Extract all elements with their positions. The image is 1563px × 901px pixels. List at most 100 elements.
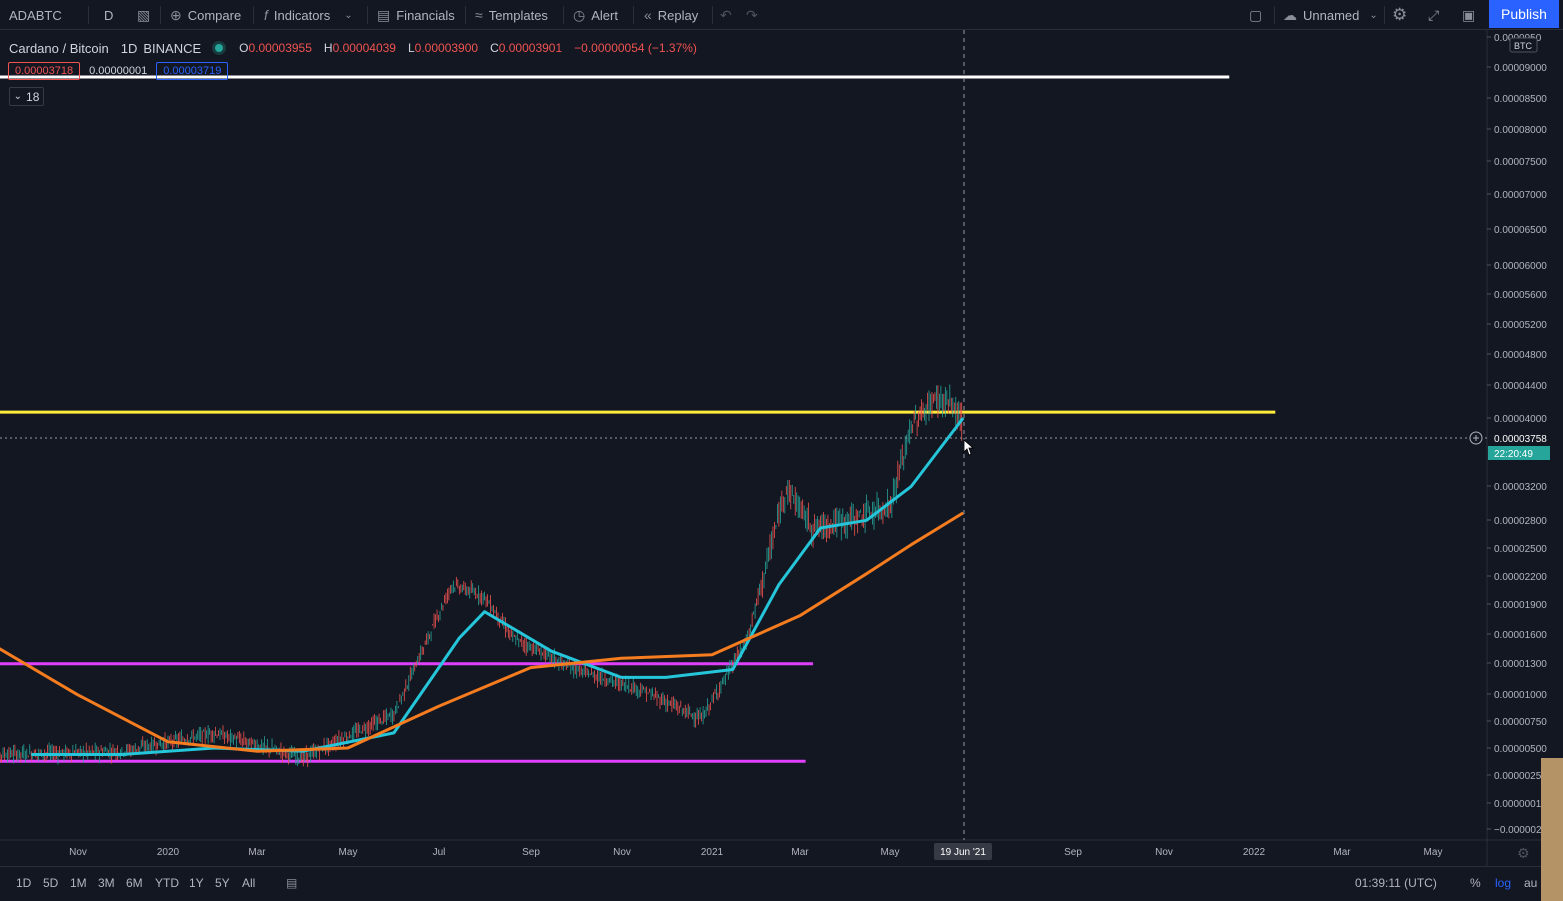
range-1y[interactable]: 1Y — [189, 876, 204, 890]
interval-label: D — [104, 7, 114, 23]
time-tick-label: Nov — [69, 847, 87, 858]
currency-badge — [1509, 37, 1538, 53]
utc-clock[interactable]: 01:39:11 (UTC) — [1355, 876, 1437, 890]
time-tick-label: 2021 — [701, 847, 724, 858]
screenshot-button[interactable]: ▣ — [1462, 0, 1475, 30]
redo-icon: ↷ — [746, 6, 758, 23]
price-tick-label: 0.0000025 — [1494, 771, 1542, 782]
range-1m[interactable]: 1M — [70, 876, 87, 890]
log-scale-toggle[interactable]: log — [1495, 876, 1512, 890]
sell-button[interactable]: 0.00003718 — [8, 62, 81, 80]
fullscreen-icon: ⤢ — [1428, 6, 1440, 23]
price-tick-label: 0.00006000 — [1494, 261, 1547, 272]
time-tick-label: May — [1424, 847, 1443, 858]
price-tick-label: 0.00001300 — [1494, 659, 1547, 670]
price-tick-label: 0.00005600 — [1494, 290, 1547, 301]
undo-button[interactable]: ↶ — [720, 0, 732, 30]
price-tick-label: 0.00008000 — [1494, 125, 1547, 136]
layout-name-label: Unnamed — [1303, 7, 1360, 23]
interval-button[interactable]: D — [104, 0, 113, 30]
ohlc-close: C0.00003901 — [490, 41, 563, 55]
symbol-search[interactable]: ADABTC — [9, 0, 62, 30]
time-tick-label: Mar — [248, 847, 266, 858]
undo-icon: ↶ — [720, 6, 732, 23]
divider — [563, 6, 564, 24]
price-tick-label: 0.00001900 — [1494, 600, 1547, 611]
buy-button[interactable]: 0.00003719 — [156, 62, 229, 80]
indicators-collapse-button[interactable]: ⌄ 18 — [9, 87, 44, 106]
square-icon: ▢ — [1249, 6, 1263, 23]
divider — [253, 6, 254, 24]
range-6m[interactable]: 6M — [126, 876, 143, 890]
moving-average-ma_fast — [31, 417, 965, 756]
ohlc-change: −0.00000054 (−1.37%) — [574, 41, 697, 55]
chevron-down-icon: ⌄ — [13, 91, 23, 102]
range-3m[interactable]: 3M — [98, 876, 115, 890]
price-tick-label: 0.00007500 — [1494, 157, 1547, 168]
financials-label: Financials — [396, 7, 455, 23]
market-status-icon — [215, 44, 224, 52]
price-tick-label: 0.00006500 — [1494, 225, 1547, 236]
fx-icon: f — [264, 7, 268, 23]
divider — [633, 6, 634, 24]
ohlc-high: H0.00004039 — [323, 41, 396, 55]
divider — [160, 6, 161, 24]
cloud-icon: ☁ — [1283, 6, 1297, 23]
currency-label: BTC — [1514, 41, 1533, 51]
bar-chart-icon: ▤ — [377, 6, 391, 23]
divider — [1274, 6, 1275, 24]
time-tick-label: Nov — [1155, 847, 1173, 858]
crosshair-date-label-bg — [934, 843, 992, 860]
range-5d[interactable]: 5D — [43, 876, 59, 890]
layout-name-button[interactable]: ☁ Unnamed ⌄ — [1283, 0, 1378, 30]
time-tick-label: May — [339, 847, 358, 858]
candles-icon: ▧ — [137, 6, 151, 23]
time-tick-label: 2022 — [1243, 847, 1266, 858]
templates-button[interactable]: ≈ Templates — [475, 0, 548, 30]
countdown-label-bg — [1488, 446, 1550, 460]
range-all[interactable]: All — [242, 876, 256, 890]
rewind-icon: « — [644, 7, 652, 23]
percent-scale-toggle[interactable]: % — [1470, 876, 1481, 890]
price-tick-label: 0.00005200 — [1494, 320, 1547, 331]
layout-select-button[interactable]: ▢ — [1249, 0, 1262, 30]
moving-average-ma_slow — [0, 511, 964, 753]
date-range-icon[interactable]: ▤ — [286, 876, 298, 890]
compare-button[interactable]: ⊕ Compare — [170, 0, 241, 30]
indicator-count: 18 — [26, 89, 40, 104]
replay-label: Replay — [657, 7, 699, 23]
current-price-label-bg — [1488, 431, 1550, 445]
chart-style-button[interactable]: ▧ — [137, 0, 150, 30]
time-tick-label: Mar — [1333, 847, 1351, 858]
time-tick-label: Mar — [791, 847, 809, 858]
redo-button[interactable]: ↷ — [746, 0, 758, 30]
price-tick-label: 0.00004400 — [1494, 381, 1547, 392]
publish-button[interactable]: Publish — [1489, 0, 1559, 28]
series-legend: Cardano / Bitcoin 1D BINANCE O0.00003955… — [9, 40, 703, 56]
price-tick-label: 0.00007000 — [1494, 190, 1547, 201]
webcam-overlay — [1541, 758, 1563, 901]
countdown-label: 22:20:49 — [1494, 449, 1533, 460]
chevron-down-icon: ⌄ — [344, 9, 353, 21]
indicators-label: Indicators — [273, 7, 331, 23]
financials-button[interactable]: ▤ Financials — [377, 0, 455, 30]
divider — [465, 6, 466, 24]
indicators-button[interactable]: f Indicators ⌄ — [264, 0, 353, 30]
time-tick-label: Sep — [1064, 847, 1082, 858]
replay-button[interactable]: « Replay — [644, 0, 698, 30]
price-tick-label: 0.00009000 — [1494, 63, 1547, 74]
fullscreen-button[interactable]: ⤢ — [1428, 0, 1439, 30]
templates-label: Templates — [488, 7, 548, 23]
divider — [367, 6, 368, 24]
axis-settings-icon: ⚙ — [1517, 846, 1530, 862]
range-1d[interactable]: 1D — [16, 876, 32, 890]
settings-button[interactable]: ⚙ — [1392, 0, 1407, 30]
divider — [88, 6, 89, 24]
range-5y[interactable]: 5Y — [215, 876, 230, 890]
alert-button[interactable]: ◷ Alert — [573, 0, 618, 30]
price-tick-label: 0.00001600 — [1494, 630, 1547, 641]
range-ytd[interactable]: YTD — [155, 876, 179, 890]
auto-scale-toggle[interactable]: au — [1524, 876, 1538, 890]
price-tick-label: 0.00002200 — [1494, 572, 1547, 583]
